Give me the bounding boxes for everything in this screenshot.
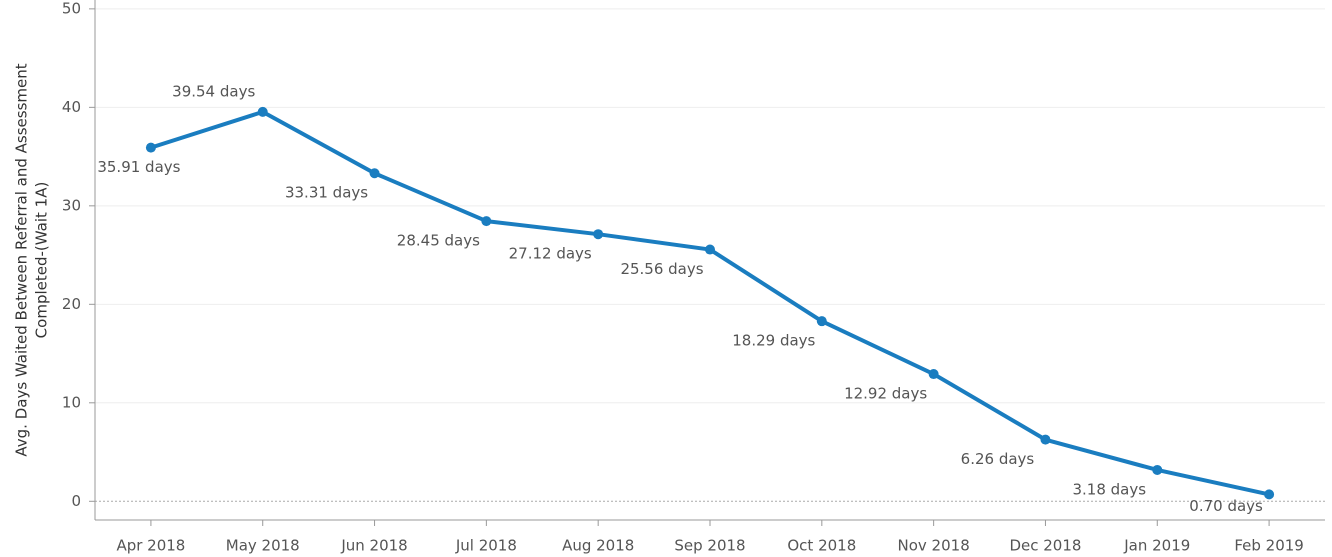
- x-tick-label: Apr 2018: [116, 537, 185, 555]
- point: [481, 216, 492, 227]
- x-tick-label: Aug 2018: [562, 537, 634, 555]
- data-label: 3.18 days: [1072, 480, 1146, 498]
- y-axis-title-line: Avg. Days Waited Between Referral and As…: [13, 63, 31, 456]
- y-tick-label: 30: [62, 196, 81, 214]
- point: [1152, 464, 1163, 475]
- x-tick-label: Oct 2018: [787, 537, 856, 555]
- data-label: 12.92 days: [844, 385, 927, 403]
- line: [150, 109, 1270, 497]
- point: [816, 316, 827, 327]
- data-label: 35.91 days: [97, 158, 180, 176]
- data-label: 6.26 days: [961, 450, 1035, 468]
- y-axis-title: Avg. Days Waited Between Referral and As…: [13, 63, 51, 456]
- data-label: 0.70 days: [1189, 497, 1263, 515]
- y-tick-label: 0: [71, 492, 81, 510]
- point: [257, 106, 268, 117]
- x-tick-label: Dec 2018: [1009, 537, 1081, 555]
- data-label: 33.31 days: [285, 184, 368, 202]
- x-tick-label: Nov 2018: [898, 537, 970, 555]
- point: [1264, 489, 1275, 500]
- y-tick-label: 50: [62, 0, 81, 17]
- point: [593, 229, 604, 240]
- point: [928, 369, 939, 380]
- point: [145, 142, 156, 153]
- data-label: 28.45 days: [397, 232, 480, 250]
- x-tick-label: Jun 2018: [340, 537, 407, 555]
- data-label: 27.12 days: [509, 245, 592, 263]
- x-tick-label: Jan 2019: [1123, 537, 1190, 555]
- point: [705, 244, 715, 255]
- x-tick-label: Jul 2018: [455, 537, 517, 555]
- y-tick-label: 10: [62, 393, 81, 411]
- y-axis-title-line: Completed-(Wait 1A): [33, 182, 51, 339]
- y-tick-label: 20: [62, 295, 81, 313]
- data-label: 25.56 days: [620, 260, 703, 278]
- x-tick-label: May 2018: [226, 537, 300, 555]
- y-tick-label: 40: [62, 98, 81, 116]
- data-label: 39.54 days: [172, 82, 255, 100]
- point: [369, 168, 380, 179]
- point: [1040, 434, 1051, 445]
- x-tick-label: Sep 2018: [674, 537, 745, 555]
- x-tick-label: Feb 2019: [1234, 537, 1304, 555]
- data-label: 18.29 days: [732, 332, 815, 350]
